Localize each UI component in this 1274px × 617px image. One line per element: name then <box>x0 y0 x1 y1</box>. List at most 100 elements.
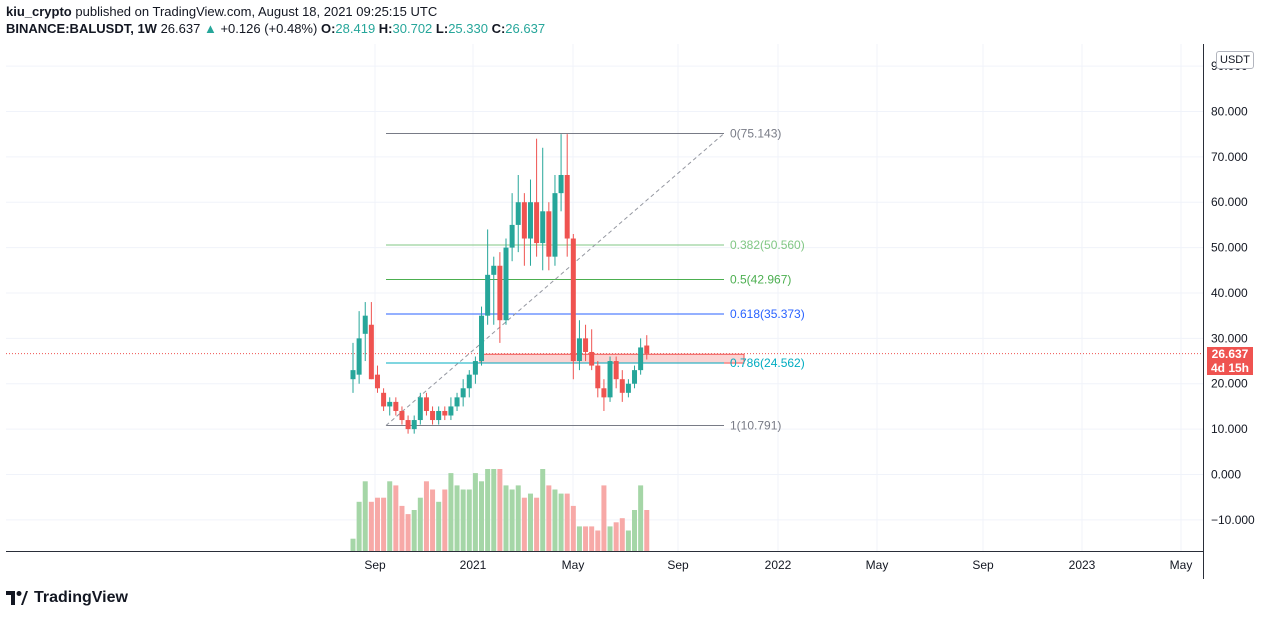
candle-body <box>601 388 607 398</box>
candle-body <box>558 174 564 194</box>
volume-bar <box>393 485 399 551</box>
volume-bar <box>381 497 387 551</box>
candle-body <box>613 361 619 380</box>
candle-body <box>564 174 570 239</box>
volume-bar <box>589 526 595 551</box>
candle-body <box>356 338 362 375</box>
volume-bar <box>595 530 601 551</box>
volume-bar <box>613 522 619 551</box>
candle-body <box>442 410 448 416</box>
volume-bar <box>350 538 356 551</box>
candle-body <box>381 392 387 407</box>
volume-bar <box>387 481 393 551</box>
candle-body <box>632 370 638 384</box>
volume-bar <box>497 469 503 551</box>
y-tick-label: 20.000 <box>1211 377 1248 391</box>
candle-body <box>479 315 485 362</box>
candle-body <box>393 401 399 411</box>
price-chart[interactable]: Sep2021MaySep2022MaySep2023May90.00080.0… <box>6 44 1268 579</box>
volume-bar <box>601 485 607 551</box>
candle-body <box>509 224 515 248</box>
x-tick-label: 2023 <box>1069 558 1096 572</box>
volume-bar <box>356 501 362 551</box>
y-tick-label: −10.000 <box>1211 513 1255 527</box>
candle-body <box>362 315 368 334</box>
last-price-tag-value: 26.637 <box>1211 347 1249 361</box>
volume-bar <box>540 469 546 551</box>
tradingview-logo-icon[interactable] <box>6 591 28 605</box>
volume-bar <box>521 497 527 551</box>
volume-bar <box>454 485 460 551</box>
x-tick-label: Sep <box>972 558 994 572</box>
volume-bar <box>423 481 429 551</box>
low-label: L: <box>435 21 449 36</box>
candle-body <box>423 397 429 411</box>
volume-bar <box>558 493 564 551</box>
high-value: 30.702 <box>392 21 433 36</box>
change-value: +0.126 (+0.48%) <box>220 21 318 36</box>
candle-body <box>387 401 393 407</box>
volume-bar <box>411 510 417 551</box>
last-price-tag: 26.637 4d 15h <box>1207 347 1253 375</box>
candle-body <box>399 410 405 421</box>
volume-bar <box>472 473 478 551</box>
y-tick-label: 70.000 <box>1211 150 1248 164</box>
volume-bar <box>527 493 533 551</box>
fib-trend-line <box>385 133 725 426</box>
up-arrow-icon: ▲ <box>203 21 217 36</box>
legend-bar: BINANCE:BALUSDT, 1W 26.637 ▲ +0.126 (+0.… <box>6 21 545 36</box>
candle-body <box>552 193 558 257</box>
candle-body <box>417 397 423 421</box>
fib-level-label: 0.618(35.373) <box>730 307 805 321</box>
volume-bar <box>583 526 589 551</box>
candle-body <box>368 324 374 380</box>
volume-bar <box>374 497 380 551</box>
publish-text: published on TradingView.com, August 18,… <box>75 4 438 19</box>
volume-bar <box>515 485 521 551</box>
volume-bar <box>417 497 423 551</box>
author-name[interactable]: kiu_crypto <box>6 4 72 19</box>
x-tick-label: May <box>1170 558 1193 572</box>
y-tick-label: 60.000 <box>1211 195 1248 209</box>
volume-bar <box>448 473 454 551</box>
x-tick-label: 2022 <box>765 558 792 572</box>
volume-bar <box>491 469 497 551</box>
bar-countdown: 4d 15h <box>1210 361 1249 375</box>
candle-body <box>540 211 546 244</box>
volume-bar <box>570 505 576 551</box>
candle-body <box>411 420 417 430</box>
fib-level-label: 1(10.791) <box>730 419 781 433</box>
y-tick-label: 0.000 <box>1211 468 1241 482</box>
volume-bar <box>534 497 540 551</box>
candle-body <box>534 202 540 244</box>
close-value: 26.637 <box>505 21 546 36</box>
volume-bar <box>368 501 374 551</box>
candle-body <box>436 410 442 421</box>
candle-body <box>619 379 625 393</box>
tradingview-brand[interactable]: TradingView <box>34 589 128 606</box>
candle-body <box>515 202 521 225</box>
volume-bar <box>479 481 485 551</box>
candle-body <box>589 351 595 366</box>
volume-bar <box>485 469 491 551</box>
volume-bar <box>564 493 570 551</box>
candle-body <box>576 338 582 362</box>
volume-bar <box>632 510 638 551</box>
candle-body <box>607 361 613 398</box>
high-label: H: <box>378 21 393 36</box>
candle-body <box>644 345 650 354</box>
candle-body <box>491 265 497 275</box>
candle-body <box>521 202 527 239</box>
last-price: 26.637 <box>160 21 201 36</box>
volume-bar <box>399 505 405 551</box>
volume-bar <box>466 489 472 551</box>
candle-body <box>430 410 436 421</box>
close-label: C: <box>491 21 506 36</box>
candle-body <box>460 388 466 398</box>
chart-background <box>6 44 1268 579</box>
fib-level-label: 0.382(50.560) <box>730 238 805 252</box>
currency-label[interactable]: USDT <box>1216 51 1254 69</box>
y-tick-label: 10.000 <box>1211 422 1248 436</box>
volume-bar <box>552 489 558 551</box>
y-tick-label: 80.000 <box>1211 104 1248 118</box>
